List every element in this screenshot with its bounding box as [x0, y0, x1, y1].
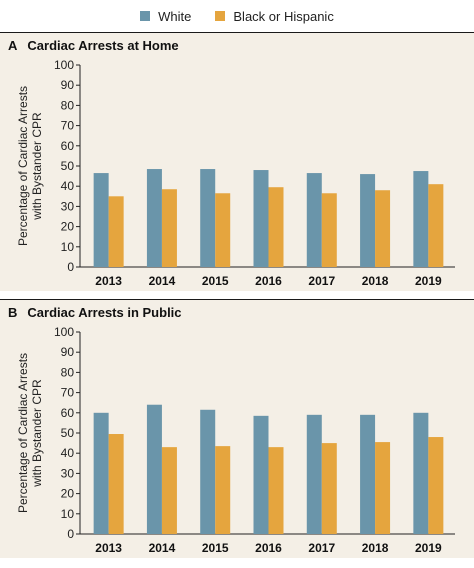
chart-a-bar-black-or-hispanic-2018: [375, 190, 391, 267]
chart-a-y-tick-label: 0: [67, 260, 74, 274]
chart-a-y-tick-label: 70: [61, 119, 75, 133]
chart-b-bar-black-or-hispanic-2016: [268, 447, 284, 534]
chart-b-bar-black-or-hispanic-2019: [428, 437, 444, 534]
chart-b-bar-black-or-hispanic-2013: [108, 434, 124, 534]
chart-b-bar-white-2017: [306, 414, 322, 534]
chart-b-x-tick-label: 2018: [362, 541, 389, 555]
chart-a-y-tick-label: 80: [61, 98, 75, 112]
legend-swatch-black-or-hispanic: [215, 11, 226, 21]
chart-b-y-tick-label: 40: [61, 446, 75, 460]
chart-a-x-tick-label: 2014: [149, 274, 176, 288]
chart-a-bar-black-or-hispanic-2019: [428, 184, 444, 267]
chart-a-bar-white-2014: [146, 169, 162, 267]
chart-a-bar-white-2019: [413, 171, 429, 267]
chart-a-y-tick-label: 100: [54, 58, 74, 72]
chart-b-x-tick-label: 2013: [95, 541, 122, 555]
chart-b-x-tick-label: 2019: [415, 541, 442, 555]
panel-a-title: A Cardiac Arrests at Home: [8, 38, 179, 53]
chart-a-y-axis-title: Percentage of Cardiac Arrestswith Bystan…: [16, 86, 44, 246]
chart-b-bar-white-2014: [146, 404, 162, 534]
chart-a-x-tick-label: 2015: [202, 274, 229, 288]
legend: White Black or Hispanic: [0, 0, 474, 32]
chart-a-bar-white-2017: [306, 173, 322, 267]
chart-b-bar-black-or-hispanic-2015: [215, 446, 231, 534]
panel-b-title: B Cardiac Arrests in Public: [8, 305, 182, 320]
chart-a-y-tick-label: 90: [61, 78, 75, 92]
chart-b: 0 10 20 30 40 50 60 70 80 90 100 Percentage of Card…: [16, 325, 455, 555]
chart-b-x-tick-label: 2014: [149, 541, 176, 555]
chart-b-bar-black-or-hispanic-2017: [321, 443, 337, 534]
panel-b-title-text: Cardiac Arrests in Public: [27, 305, 182, 320]
panel-b: B Cardiac Arrests in Public 0 10 20 30 40 50 60…: [0, 299, 474, 558]
chart-a-bar-white-2018: [360, 174, 376, 267]
chart-a-bar-black-or-hispanic-2017: [321, 193, 337, 267]
chart-a-bar-white-2013: [93, 173, 109, 267]
legend-item-white: White: [140, 9, 191, 24]
chart-a-x-tick-label: 2018: [362, 274, 389, 288]
panel-a-letter: A: [8, 38, 18, 53]
legend-label-black-or-hispanic: Black or Hispanic: [233, 8, 334, 24]
chart-b-x-tick-label: 2015: [202, 541, 229, 555]
chart-b-bar-white-2019: [413, 412, 429, 534]
chart-b-y-tick-label: 70: [61, 386, 75, 400]
chart-a-y-tick-label: 60: [61, 139, 75, 153]
chart-a-y-tick-label: 40: [61, 179, 75, 193]
legend-label-white: White: [158, 8, 192, 24]
chart-b-y-tick-label: 100: [54, 325, 74, 339]
panel-b-letter: B: [8, 305, 18, 320]
chart-a: 0 10 20 30 40 50 60 70 80 90 100 Percentage of Card…: [16, 58, 455, 288]
chart-a-bar-black-or-hispanic-2015: [215, 193, 231, 267]
chart-b-bar-black-or-hispanic-2014: [161, 447, 177, 534]
chart-a-x-tick-label: 2013: [95, 274, 122, 288]
chart-a-x-tick-label: 2017: [308, 274, 335, 288]
panel-a-title-text: Cardiac Arrests at Home: [27, 38, 179, 53]
chart-b-bar-white-2016: [253, 415, 269, 534]
chart-b-y-tick-label: 50: [61, 426, 75, 440]
chart-a-x-tick-label: 2019: [415, 274, 442, 288]
chart-b-y-axis-title: Percentage of Cardiac Arrestswith Bystan…: [16, 353, 44, 513]
legend-swatch-white: [140, 11, 151, 21]
chart-b-y-tick-label: 30: [61, 466, 75, 480]
chart-b-y-tick-label: 90: [61, 345, 75, 359]
legend-item-black-or-hispanic: Black or Hispanic: [215, 8, 334, 24]
chart-a-y-tick-label: 30: [61, 199, 75, 213]
chart-b-bar-white-2013: [93, 412, 109, 534]
chart-a-bar-black-or-hispanic-2014: [161, 189, 177, 267]
chart-b-y-tick-label: 0: [67, 527, 74, 541]
chart-b-x-tick-label: 2017: [308, 541, 335, 555]
chart-a-bar-white-2016: [253, 170, 269, 267]
chart-b-bar-white-2018: [360, 414, 376, 534]
chart-a-bar-white-2015: [200, 169, 216, 267]
chart-a-x-tick-label: 2016: [255, 274, 282, 288]
chart-b-x-tick-label: 2016: [255, 541, 282, 555]
chart-b-y-tick-label: 60: [61, 406, 75, 420]
chart-a-y-tick-label: 20: [61, 220, 75, 234]
chart-b-y-tick-label: 80: [61, 365, 75, 379]
chart-a-y-tick-label: 50: [61, 159, 75, 173]
chart-b-y-tick-label: 20: [61, 487, 75, 501]
chart-b-bar-white-2015: [200, 409, 216, 534]
chart-a-bar-black-or-hispanic-2016: [268, 187, 284, 267]
chart-b-bar-black-or-hispanic-2018: [375, 442, 391, 534]
chart-a-y-tick-label: 10: [61, 240, 75, 254]
chart-a-bar-black-or-hispanic-2013: [108, 196, 124, 267]
chart-b-y-tick-label: 10: [61, 507, 75, 521]
panel-a: A Cardiac Arrests at Home 0 10 20 30 40 50 60 70…: [0, 32, 474, 291]
